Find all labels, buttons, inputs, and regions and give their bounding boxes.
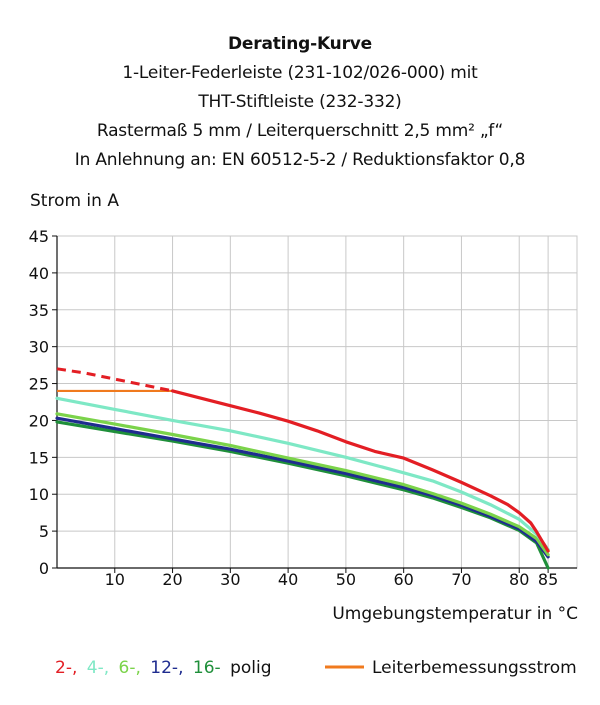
y-tick-label-30: 30 <box>29 338 49 357</box>
y-axis-label: Strom in A <box>30 191 119 211</box>
chart-ticks: 0 5 10 15 20 25 30 35 40 45 10 20 30 40 50 60 70 80 85 <box>29 227 559 589</box>
x-tick-label-50: 50 <box>336 570 356 589</box>
x-tick-label-70: 70 <box>451 570 471 589</box>
chart-subtitle-line-2: THT-Stiftleiste (232-332) <box>198 92 402 112</box>
y-tick-label-20: 20 <box>29 411 49 430</box>
y-tick-label-10: 10 <box>29 485 49 504</box>
series-2-dashed-line <box>56 367 173 393</box>
series-12-line <box>55 416 550 559</box>
series-16-line <box>55 420 550 570</box>
legend-item-polig: polig <box>230 658 271 678</box>
chart-legend: 2-, 4-, 6-, 12-, 16- polig Leiterbemessu… <box>55 658 577 678</box>
x-tick-label-60: 60 <box>393 570 413 589</box>
chart-header: Derating-Kurve 1-Leiter-Federleiste (231… <box>0 30 600 175</box>
legend-rated-current-label: Leiterbemessungsstrom <box>372 658 577 678</box>
legend-series-list: 2-, 4-, 6-, 12-, 16- polig <box>55 658 272 678</box>
chart-curves <box>55 367 550 570</box>
series-2-line <box>171 389 550 553</box>
y-tick-label-15: 15 <box>29 448 49 467</box>
y-tick-label-35: 35 <box>29 301 49 320</box>
x-tick-label-20: 20 <box>162 570 182 589</box>
legend-item-6: 6-, <box>119 658 141 678</box>
series-4-line <box>55 396 550 552</box>
legend-item-12: 12-, <box>150 658 183 678</box>
chart-subtitle-line-3: Rastermaß 5 mm / Leiterquerschnitt 2,5 m… <box>96 121 504 141</box>
legend-item-16: 16- <box>193 658 221 678</box>
y-tick-label-5: 5 <box>39 522 49 541</box>
legend-item-2: 2-, <box>55 658 77 678</box>
chart-subtitle-line-4: In Anlehnung an: EN 60512-5-2 / Reduktio… <box>74 150 526 170</box>
x-tick-label-10: 10 <box>105 570 125 589</box>
chart-grid <box>56 235 578 569</box>
x-tick-label-40: 40 <box>278 570 298 589</box>
y-tick-label-45: 45 <box>29 227 49 246</box>
chart-axes <box>52 235 577 573</box>
chart-title: Derating-Kurve <box>228 34 372 54</box>
chart-subtitle-line-1: 1-Leiter-Federleiste (231-102/026-000) m… <box>122 63 478 83</box>
y-tick-label-0: 0 <box>39 559 49 578</box>
x-axis-label: Umgebungstemperatur in °C <box>332 604 578 624</box>
x-tick-label-85: 85 <box>538 570 558 589</box>
legend-item-4: 4-, <box>87 658 109 678</box>
x-tick-label-30: 30 <box>220 570 240 589</box>
y-tick-label-25: 25 <box>29 375 49 394</box>
y-tick-label-40: 40 <box>29 264 49 283</box>
series-6-line <box>55 412 550 557</box>
x-tick-label-80: 80 <box>509 570 529 589</box>
